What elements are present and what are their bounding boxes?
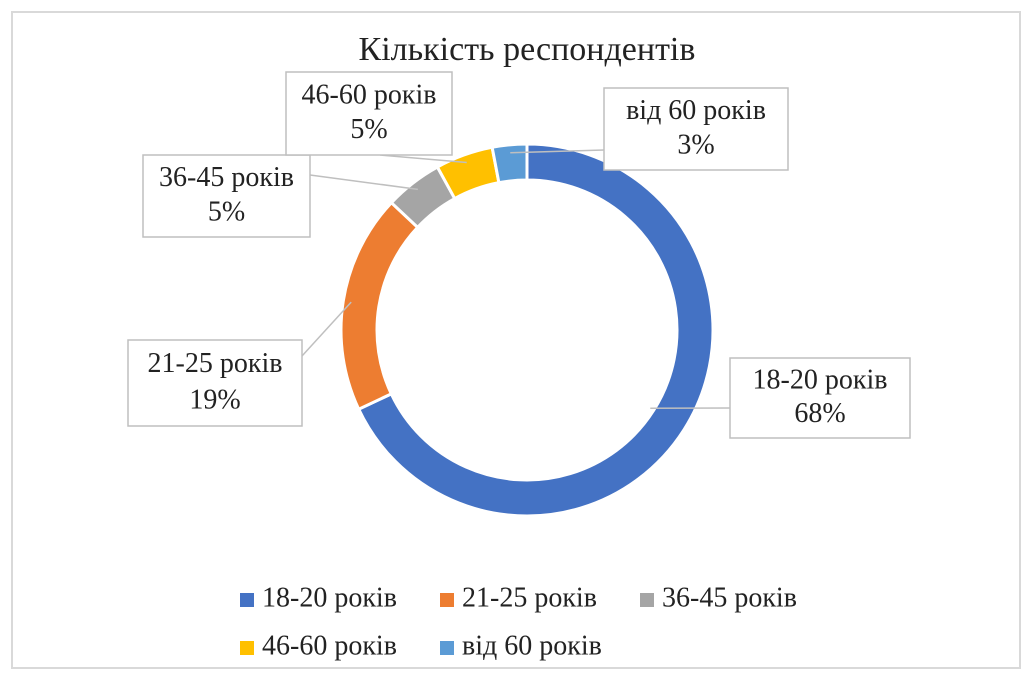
data-label-value: 3%: [677, 129, 714, 160]
legend-marker: [440, 641, 454, 655]
legend-marker: [640, 593, 654, 607]
data-label-value: 5%: [208, 196, 245, 227]
chart-title: Кількість респондентів: [359, 31, 696, 68]
data-label-value: 19%: [189, 384, 240, 415]
data-label-value: 68%: [794, 398, 845, 429]
legend-label: 46-60 років: [262, 630, 397, 661]
donut-slice: [492, 144, 527, 183]
data-label-category: 36-45 років: [159, 162, 294, 193]
data-label-category: 21-25 років: [148, 348, 283, 379]
legend-label: 36-45 років: [662, 582, 797, 613]
data-label-category: 46-60 років: [302, 79, 437, 110]
data-label-category: 18-20 років: [753, 364, 888, 395]
data-label-category: від 60 років: [626, 95, 766, 126]
legend-label: 18-20 років: [262, 582, 397, 613]
legend-marker: [240, 641, 254, 655]
legend-label: 21-25 років: [462, 582, 597, 613]
legend-marker: [440, 593, 454, 607]
legend-label: від 60 років: [462, 630, 602, 661]
legend-marker: [240, 593, 254, 607]
data-label-value: 5%: [350, 114, 387, 145]
